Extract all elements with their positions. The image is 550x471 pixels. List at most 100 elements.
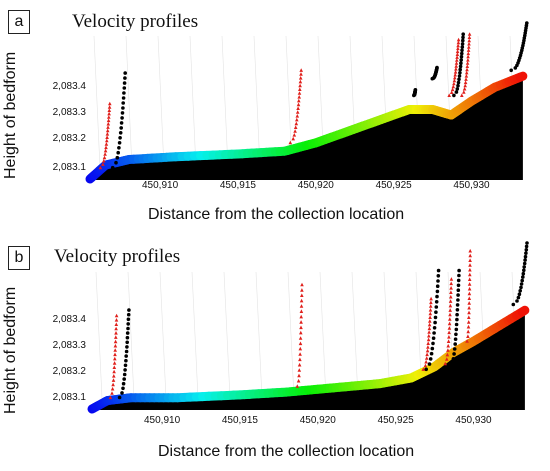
profile-point: [118, 136, 122, 140]
x-tick-label: 450,920: [298, 180, 335, 191]
profile-point: [297, 95, 301, 99]
profile-point: [456, 80, 461, 85]
profile-point: [449, 361, 454, 366]
x-tick-label: 450,920: [300, 415, 337, 426]
profile-point: [126, 326, 130, 331]
profile-point: [453, 72, 457, 77]
profile-point: [112, 365, 117, 369]
profile-point: [120, 111, 125, 115]
velocity-profile-red: [447, 37, 461, 97]
profile-point: [105, 135, 109, 139]
profile-point: [448, 308, 452, 312]
profile-point: [453, 337, 458, 341]
x-tick-label: 450,910: [142, 180, 179, 191]
profile-point: [455, 87, 460, 91]
profile-point: [105, 132, 110, 136]
profile-point: [452, 78, 457, 83]
velocity-profile-black: [412, 88, 418, 98]
x-tick-label: 450,925: [378, 415, 415, 426]
profile-point: [460, 45, 465, 49]
profile-point: [467, 41, 471, 46]
profile-point: [293, 129, 297, 133]
profile-point: [466, 48, 471, 52]
velocity-profile-black: [452, 32, 466, 98]
profile-point: [523, 258, 527, 262]
profile-point: [456, 278, 461, 283]
profile-point: [298, 83, 302, 88]
profile-point: [468, 272, 472, 277]
profile-point: [122, 372, 127, 377]
profile-point: [455, 303, 460, 307]
profile-point: [467, 282, 472, 286]
profile-point: [107, 115, 111, 119]
chart-title: Velocity profiles: [54, 246, 181, 267]
profile-point: [523, 254, 528, 259]
profile-point: [461, 35, 465, 40]
profile-point: [295, 384, 300, 388]
profile-point: [455, 52, 460, 56]
profile-point: [125, 345, 129, 349]
profile-point: [466, 51, 471, 56]
profile-point: [291, 136, 295, 141]
panel-a: a Velocity profiles Height of bedform Di…: [2, 10, 529, 223]
profile-point: [432, 326, 437, 330]
profile-point: [525, 21, 529, 25]
profile-point: [298, 357, 302, 362]
profile-point: [427, 362, 432, 366]
grid-line: [351, 271, 359, 399]
profile-point: [457, 77, 461, 82]
profile-point: [464, 77, 468, 81]
profile-point: [104, 145, 108, 150]
panel-label: b: [8, 246, 30, 270]
profile-point: [435, 289, 440, 294]
profile-point: [449, 90, 454, 94]
profile-point: [293, 125, 298, 129]
profile-point: [300, 288, 304, 292]
profile-point: [454, 332, 458, 337]
panel-b: b Velocity profiles Height of bedform Di…: [0, 236, 550, 471]
profile-point: [428, 311, 433, 316]
profile-point: [446, 339, 451, 343]
profile-point: [467, 305, 471, 310]
y-tick-label: 2,083.2: [53, 133, 87, 144]
velocity-profile-red: [98, 101, 112, 170]
profile-point: [107, 108, 112, 112]
profile-point: [432, 331, 436, 335]
profile-point: [455, 308, 460, 312]
profile-point: [428, 308, 433, 312]
bedform-surface: [85, 71, 528, 184]
profile-point: [297, 98, 301, 103]
profile-point: [126, 312, 131, 317]
profile-point: [424, 356, 429, 360]
profile-point: [123, 368, 127, 372]
profile-point: [297, 368, 302, 372]
x-axis-label: Distance from the collection location: [148, 206, 405, 223]
profile-point: [449, 294, 453, 299]
profile-point: [300, 282, 304, 287]
profile-point: [456, 83, 460, 88]
profile-point: [522, 265, 526, 269]
x-tick-label: 450,930: [453, 180, 490, 191]
profile-point: [117, 141, 122, 145]
profile-point: [298, 87, 302, 91]
velocity-profile-red: [460, 32, 472, 97]
profile-point: [436, 268, 441, 273]
profile-point: [113, 343, 118, 348]
velocity-profile-red: [443, 277, 454, 366]
profile-point: [107, 105, 112, 109]
profile-point: [447, 321, 452, 326]
profile-point: [431, 341, 435, 346]
profile-point: [122, 81, 127, 85]
profile-point: [101, 162, 105, 166]
profile-point: [434, 300, 439, 304]
profile-point: [117, 146, 121, 150]
profile-point: [112, 369, 116, 374]
profile-point: [456, 43, 460, 48]
profile-point: [458, 64, 463, 69]
profile-point: [464, 74, 469, 78]
profile-point: [445, 357, 449, 361]
profile-point: [126, 317, 131, 322]
profile-point: [110, 386, 115, 391]
profile-point: [121, 101, 125, 105]
profile-point: [466, 54, 470, 59]
